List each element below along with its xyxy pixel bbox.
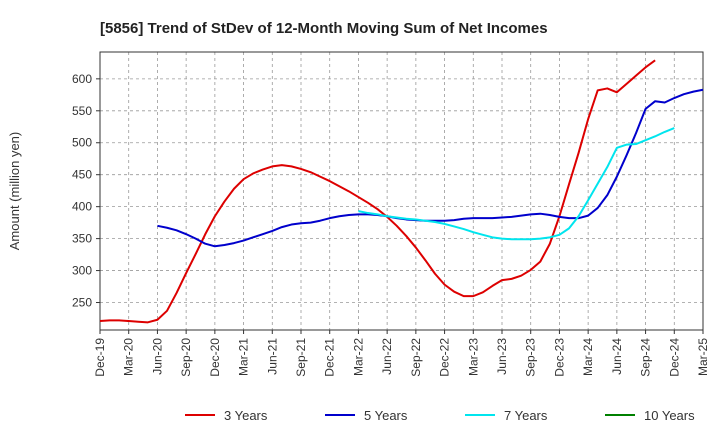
x-tick-label-1: Mar-20 xyxy=(122,338,136,376)
y-tick-label-3: 400 xyxy=(72,200,92,214)
x-tick-label-17: Mar-24 xyxy=(581,338,595,376)
series-line-3-years xyxy=(99,59,656,324)
x-tick-label-3: Sep-20 xyxy=(179,338,193,377)
series-line-5-years xyxy=(157,88,704,248)
y-tick-label-1: 300 xyxy=(72,264,92,278)
legend-label-7-years: 7 Years xyxy=(504,408,548,423)
plot-area-frame xyxy=(99,51,704,331)
y-axis-ticks: 250 300 350 400 450 500 550 600 xyxy=(72,72,100,310)
x-tick-label-14: Jun-23 xyxy=(495,338,509,375)
x-tick-label-8: Dec-21 xyxy=(323,338,337,377)
x-tick-label-9: Mar-22 xyxy=(351,338,365,376)
legend: 3 Years 5 Years 7 Years 10 Years xyxy=(185,408,695,423)
x-tick-label-16: Dec-23 xyxy=(552,338,566,377)
chart-title: [5856] Trend of StDev of 12-Month Moving… xyxy=(100,20,548,37)
x-tick-label-4: Dec-20 xyxy=(208,338,222,377)
y-tick-label-2: 350 xyxy=(72,232,92,246)
y-axis-label: Amount (million yen) xyxy=(7,132,22,251)
x-tick-label-19: Sep-24 xyxy=(639,338,653,377)
x-tick-label-11: Sep-22 xyxy=(409,338,423,377)
x-tick-label-5: Mar-21 xyxy=(237,338,251,376)
series-line-7-years xyxy=(358,127,675,241)
x-tick-label-6: Jun-21 xyxy=(265,338,279,375)
x-axis-ticks: Dec-19 Mar-20 Jun-20 Sep-20 Dec-20 Mar-21 Jun-… xyxy=(93,330,710,377)
x-tick-label-18: Jun-24 xyxy=(610,338,624,375)
y-tick-label-7: 600 xyxy=(72,72,92,86)
y-tick-label-6: 550 xyxy=(72,104,92,118)
x-tick-label-13: Mar-23 xyxy=(466,338,480,376)
series-lines xyxy=(99,59,704,324)
y-tick-label-5: 500 xyxy=(72,136,92,150)
x-tick-label-21: Mar-25 xyxy=(696,338,710,376)
x-tick-label-7: Sep-21 xyxy=(294,338,308,377)
x-tick-label-10: Jun-22 xyxy=(380,338,394,375)
x-tick-label-2: Jun-20 xyxy=(150,338,164,375)
x-tick-label-0: Dec-19 xyxy=(93,338,107,377)
legend-label-5-years: 5 Years xyxy=(364,408,408,423)
legend-label-3-years: 3 Years xyxy=(224,408,268,423)
x-tick-label-20: Dec-24 xyxy=(667,338,681,377)
x-tick-label-12: Dec-22 xyxy=(438,338,452,377)
y-tick-label-4: 450 xyxy=(72,168,92,182)
grid-lines xyxy=(99,52,704,330)
y-tick-label-0: 250 xyxy=(72,296,92,310)
x-tick-label-15: Sep-23 xyxy=(524,338,538,377)
legend-label-10-years: 10 Years xyxy=(644,408,695,423)
